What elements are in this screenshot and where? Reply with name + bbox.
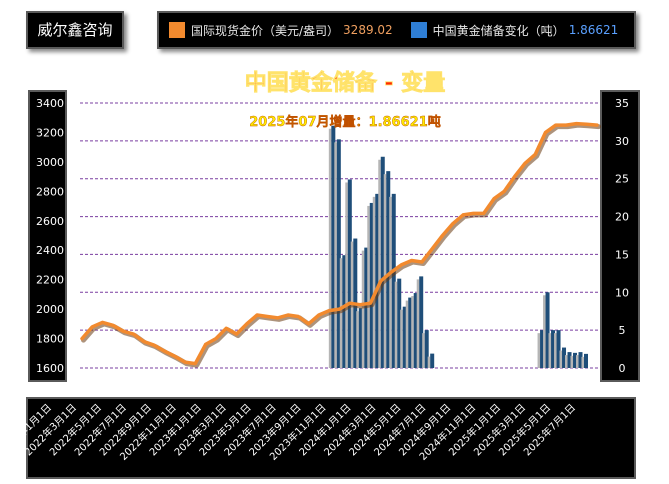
gold-price-legend-value: 3289.02 bbox=[343, 23, 393, 37]
reserve-bar bbox=[391, 193, 396, 368]
left-axis-tick-label: 3000 bbox=[36, 156, 64, 169]
right-axis-tick-label: 10 bbox=[615, 286, 629, 299]
reserve-bar-shadow bbox=[383, 174, 387, 368]
gold-price-legend-label: 国际现货金价（美元/盎司） bbox=[191, 23, 340, 38]
left-axis-tick-label: 3200 bbox=[36, 126, 64, 139]
reserve-bar bbox=[331, 125, 336, 368]
left-axis-tick-label: 1600 bbox=[36, 362, 64, 375]
reserve-bar bbox=[545, 292, 550, 368]
left-axis-tick-label: 3400 bbox=[36, 97, 64, 110]
reserve-bar bbox=[408, 297, 413, 368]
reserve-bar-shadow bbox=[367, 205, 370, 368]
reserve-bar bbox=[358, 308, 363, 368]
reserve-bar-shadow bbox=[548, 333, 552, 368]
reserve-bar bbox=[386, 171, 391, 368]
reserve-bar bbox=[556, 330, 561, 368]
reserve-bar bbox=[419, 276, 424, 368]
reserve-bar bbox=[336, 139, 341, 368]
reserve-bar bbox=[562, 347, 567, 368]
left-axis-tick-label: 2200 bbox=[36, 274, 64, 287]
reserve-bar-shadow bbox=[389, 196, 392, 368]
left-axis-tick-label: 2800 bbox=[36, 185, 64, 198]
reserve-bar-shadow bbox=[427, 356, 431, 368]
reserve-bar-shadow bbox=[559, 350, 563, 368]
right-axis-tick-label: 0 bbox=[619, 362, 626, 375]
reserve-swatch bbox=[410, 22, 427, 38]
chart-subtitle: 2025年07月增量：1.86621吨 bbox=[249, 114, 440, 130]
reserve-bar-shadow bbox=[537, 333, 541, 368]
reserve-bar bbox=[402, 306, 407, 368]
reserve-bar-shadow bbox=[543, 295, 546, 368]
reserve-bar-shadow bbox=[334, 142, 337, 368]
reserve-bar-shadow bbox=[356, 311, 359, 368]
right-axis-tick-label: 5 bbox=[619, 324, 626, 337]
reserve-legend-value: 1.86621 bbox=[568, 23, 619, 37]
left-axis-tick-label: 1800 bbox=[36, 333, 64, 346]
reserve-bar-shadow bbox=[361, 250, 365, 368]
reserve-bar bbox=[584, 353, 588, 368]
reserve-bar bbox=[551, 330, 556, 368]
reserve-legend-label: 中国黄金储备变化（吨） bbox=[432, 23, 565, 38]
brand-label: 威尔鑫咨询 bbox=[26, 11, 124, 49]
gold-price-swatch bbox=[169, 22, 185, 38]
reserve-bar bbox=[380, 156, 385, 368]
reserve-bar-shadow bbox=[394, 281, 398, 368]
reserve-bar-shadow bbox=[581, 356, 584, 368]
right-axis-tick-label: 35 bbox=[615, 97, 629, 110]
gold-price-line bbox=[80, 121, 599, 366]
chart-title: 中国黄金储备 - 变量 bbox=[245, 70, 445, 96]
reserve-bar bbox=[573, 352, 578, 368]
reserve-bar-shadow bbox=[570, 355, 574, 368]
right-axis-tick-label: 20 bbox=[615, 211, 629, 224]
reserve-bar-shadow bbox=[345, 182, 348, 368]
reserve-bar bbox=[347, 179, 352, 368]
reserve-bar bbox=[430, 353, 435, 368]
reserve-bar-shadow bbox=[328, 128, 332, 368]
reserve-bar bbox=[342, 255, 347, 368]
reserve-bar bbox=[413, 293, 418, 368]
reserve-bar-shadow bbox=[416, 279, 420, 368]
reserve-bar bbox=[578, 352, 583, 368]
reserve-bar bbox=[540, 330, 545, 368]
reserve-bar-shadow bbox=[405, 300, 409, 368]
reserve-bar bbox=[369, 202, 374, 368]
chart-legend: 国际现货金价（美元/盎司） 3289.02 中国黄金储备变化（吨） 1.8662… bbox=[157, 11, 636, 49]
reserve-bar bbox=[424, 330, 429, 368]
reserve-bar-shadow bbox=[422, 333, 425, 368]
reserve-bar bbox=[397, 278, 402, 368]
reserve-bar-shadow bbox=[378, 159, 381, 368]
right-axis-tick-label: 25 bbox=[615, 173, 629, 186]
reserve-bar-shadow bbox=[372, 196, 376, 368]
reserve-bar-shadow bbox=[400, 309, 403, 368]
reserve-bar bbox=[567, 352, 572, 368]
left-axis-tick-label: 2000 bbox=[36, 303, 64, 316]
reserve-bar-shadow bbox=[576, 355, 579, 368]
right-axis-tick-label: 30 bbox=[615, 135, 629, 148]
reserve-bar-shadow bbox=[565, 355, 568, 368]
reserve-bar bbox=[375, 193, 380, 368]
right-axis-tick-label: 15 bbox=[615, 248, 629, 261]
reserve-bar-shadow bbox=[554, 333, 557, 368]
left-axis-tick-label: 2600 bbox=[36, 215, 64, 228]
left-axis-tick-label: 2400 bbox=[36, 244, 64, 257]
reserve-bar-shadow bbox=[411, 296, 414, 368]
